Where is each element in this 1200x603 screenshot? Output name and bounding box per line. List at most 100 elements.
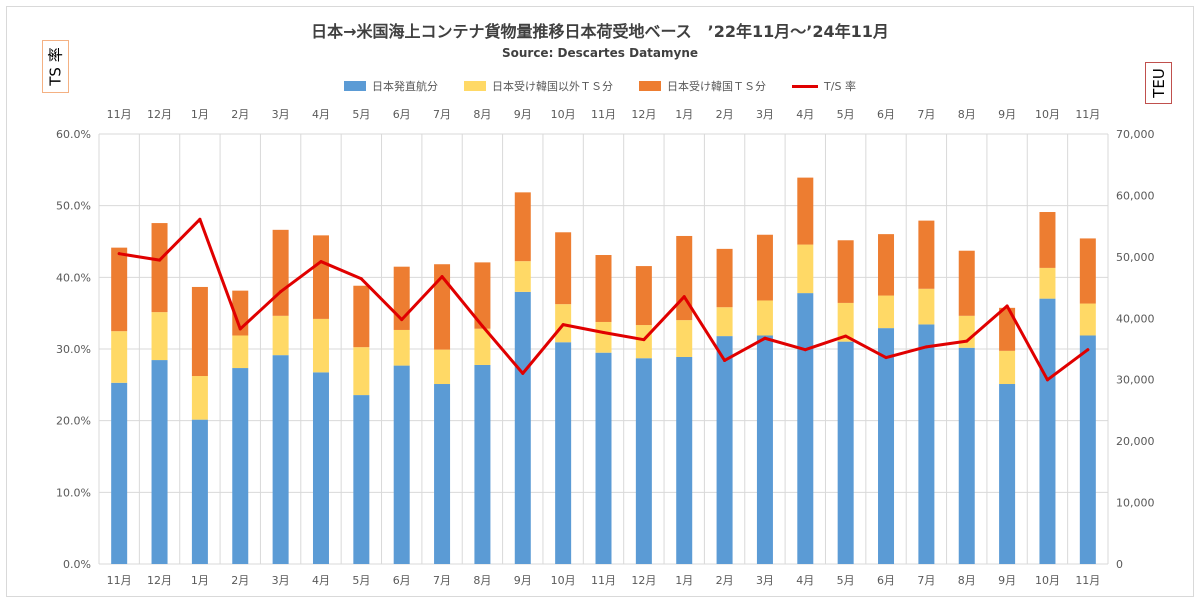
x-tick-label-top: 1月 [675,108,693,121]
ts-ratio-point [400,318,404,322]
bar-segment-other-ts [1079,303,1096,336]
bar-segment-other-ts [111,331,128,383]
ts-ratio-point [844,334,848,338]
bar-segment-korea-ts [151,223,168,313]
ts-ratio-point [1045,378,1049,382]
bar-segment-direct [958,347,975,564]
ts-ratio-point [682,295,686,299]
legend-label-other-ts: 日本受け韓国以外ＴＳ分 [492,80,614,93]
bar-segment-direct [676,356,693,564]
x-tick-label-bottom: 3月 [756,574,774,587]
x-tick-label-bottom: 8月 [958,574,976,587]
ts-ratio-point [319,260,323,264]
bar-segment-direct [434,384,451,564]
x-tick-label-bottom: 6月 [877,574,895,587]
ts-ratio-point [238,327,242,331]
x-tick-label-bottom: 4月 [312,574,330,587]
legend-label-korea-ts: 日本受け韓国ＴＳ分 [667,80,767,93]
x-tick-label-bottom: 6月 [393,574,411,587]
bar-segment-direct [797,293,814,564]
x-tick-label-bottom: 5月 [352,574,370,587]
legend-label-direct: 日本発直航分 [372,80,439,93]
x-tick-label-top: 1月 [191,108,209,121]
bar-segment-direct [191,419,208,564]
bar-segment-direct [918,324,935,564]
bar-segment-other-ts [312,318,329,373]
y-left-tick-label: 20.0% [56,415,91,428]
x-tick-label-bottom: 1月 [191,574,209,587]
bar-segment-korea-ts [878,234,895,296]
x-tick-label-top: 10月 [1035,108,1060,121]
x-tick-label-bottom: 11月 [591,574,616,587]
ts-ratio-point [642,338,646,342]
bar-segment-korea-ts [272,229,289,316]
x-tick-label-top: 2月 [716,108,734,121]
x-tick-label-bottom: 10月 [551,574,576,587]
x-tick-label-top: 11月 [591,108,616,121]
bar-segment-other-ts [756,300,773,336]
bar-segment-direct [595,352,612,564]
bar-segment-korea-ts [111,247,128,332]
y-right-tick-label: 50,000 [1116,251,1155,264]
legend-item-direct: 日本発直航分 [344,78,438,94]
y-left-tick-label: 40.0% [56,271,91,284]
x-tick-label-top: 9月 [514,108,532,121]
bar-segment-other-ts [676,320,693,357]
bar-segment-korea-ts [1079,238,1096,304]
x-tick-label-top: 6月 [877,108,895,121]
bar-segment-direct [312,372,329,564]
bar-segment-direct [1079,335,1096,564]
bar-segment-korea-ts [716,248,733,308]
y-left-tick-label: 50.0% [56,200,91,213]
x-tick-label-top: 7月 [917,108,935,121]
bar-segment-other-ts [716,307,733,337]
bar-segment-other-ts [151,312,168,361]
y-left-tick-label: 60.0% [56,128,91,141]
y-left-tick-label: 0.0% [63,558,91,571]
x-tick-label-top: 4月 [796,108,814,121]
bar-segment-direct [232,368,249,564]
bar-segment-other-ts [595,321,612,353]
bar-segment-other-ts [514,261,531,292]
x-tick-label-bottom: 7月 [917,574,935,587]
bar-segment-direct [111,382,128,564]
bar-segment-korea-ts [434,264,451,350]
y-right-tick-label: 30,000 [1116,374,1155,387]
x-tick-label-bottom: 9月 [514,574,532,587]
ts-ratio-point [279,290,283,294]
bar-segment-korea-ts [918,220,935,289]
legend-swatch-direct [344,81,367,91]
legend-swatch-other-ts [464,81,487,91]
legend-item-other-ts: 日本受け韓国以外ＴＳ分 [464,78,613,94]
bar-segment-other-ts [837,302,854,342]
y-right-tick-label: 70,000 [1116,128,1155,141]
x-tick-label-bottom: 4月 [796,574,814,587]
bar-segment-other-ts [474,328,491,365]
bar-segment-korea-ts [837,240,854,303]
y-right-tick-label: 60,000 [1116,189,1155,202]
bar-segment-other-ts [1039,267,1056,299]
x-tick-label-top: 7月 [433,108,451,121]
x-tick-label-top: 11月 [107,108,132,121]
bar-segment-direct [474,364,491,564]
bar-segment-direct [393,365,410,564]
x-tick-label-top: 12月 [147,108,172,121]
chart-legend: 日本発直航分 日本受け韓国以外ＴＳ分 日本受け韓国ＴＳ分 T/S 率 [0,78,1200,94]
ts-ratio-point [561,323,565,327]
bar-segment-direct [716,336,733,564]
x-tick-label-top: 3月 [272,108,290,121]
x-tick-label-bottom: 11月 [1075,574,1100,587]
x-tick-label-top: 4月 [312,108,330,121]
bar-segment-korea-ts [312,235,329,319]
bar-segment-other-ts [797,244,814,294]
bar-segment-other-ts [191,376,208,420]
bar-segment-korea-ts [474,262,491,329]
x-tick-label-top: 8月 [958,108,976,121]
chart-frame [6,6,1194,597]
bar-segment-korea-ts [595,255,612,322]
y-left-tick-label: 10.0% [56,486,91,499]
x-tick-label-bottom: 5月 [837,574,855,587]
bar-segment-direct [756,335,773,564]
ts-ratio-point [480,324,484,328]
